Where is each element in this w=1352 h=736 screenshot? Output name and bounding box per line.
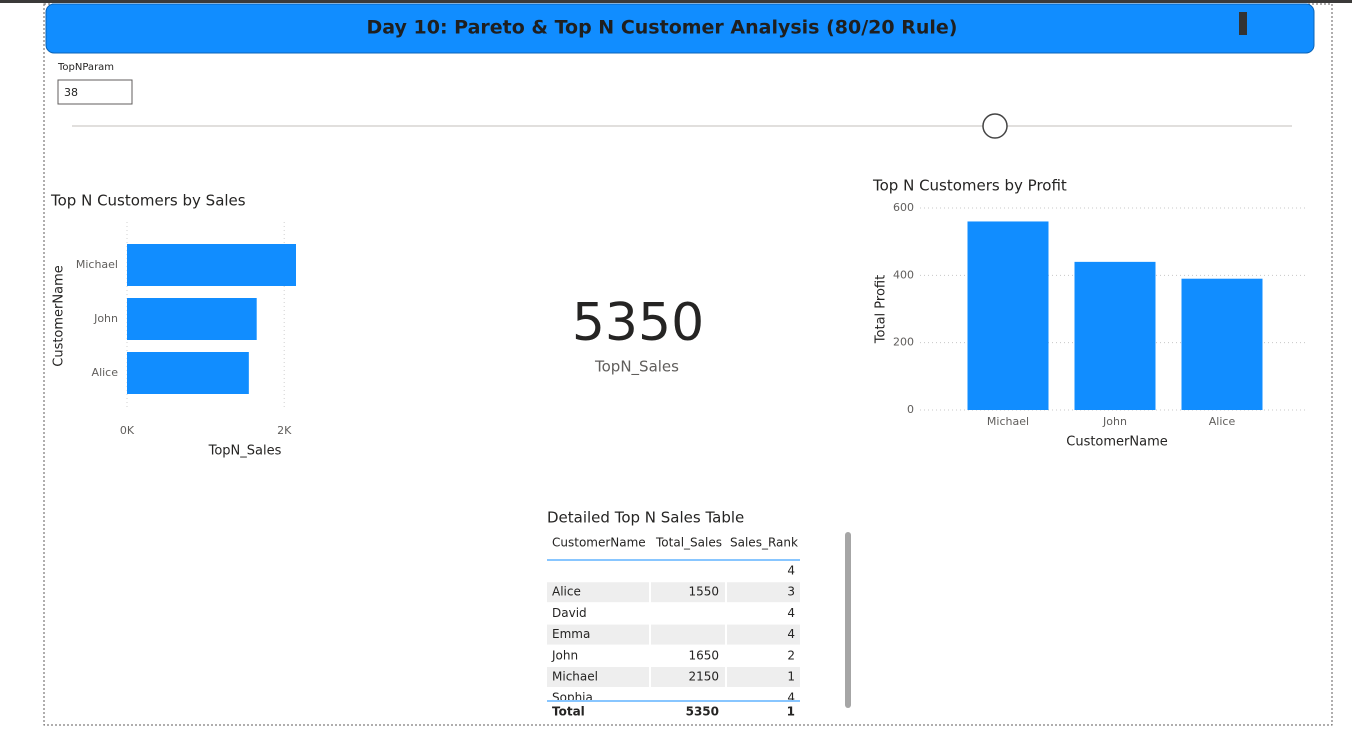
x-axis-label: CustomerName [1066,435,1168,450]
header-icon [1239,12,1247,35]
y-tick-label: 200 [893,336,914,349]
table-cell: 2 [787,648,795,662]
table-cell: 2150 [688,670,719,684]
table-cell: John [551,648,578,662]
bar [1074,261,1156,410]
table-cell: 4 [787,564,795,578]
table-cell: 4 [787,627,795,641]
card-value: 5350 [572,293,704,353]
y-tick-label: Alice [92,366,119,379]
x-axis-label: TopN_Sales [208,444,282,459]
row-stripe [651,624,725,645]
column-header: Sales_Rank [730,536,798,550]
column-header: Total_Sales [655,536,722,550]
row-stripe [651,582,725,603]
table-body: 4 Alice 1550 3 David 4 Emma 4 John 1650 2 Michael 21… [547,564,800,705]
table-cell: David [552,606,587,620]
header-title: Day 10: Pareto & Top N Customer Analysis… [367,17,958,39]
table-cell: 1550 [688,585,719,599]
x-tick-label: Alice [1209,415,1236,428]
column-header: CustomerName [552,536,646,550]
table-cell: 4 [787,606,795,620]
y-tick-label: Michael [76,258,118,271]
header-banner [45,3,1315,54]
row-stripe [727,582,800,603]
x-tick-label: 2K [277,424,292,437]
row-stripe [727,667,800,687]
y-tick-label: John [93,312,118,325]
slicer-value[interactable]: 38 [64,86,78,99]
table-total: Total [552,705,585,719]
slicer-input[interactable] [57,79,133,105]
card-label: TopN_Sales [594,358,679,377]
row-stripe [547,582,649,603]
row-stripe [547,624,649,645]
table-total: 5350 [686,705,719,719]
table-total: 1 [787,705,795,719]
bar [127,352,249,394]
top-strip [0,0,1352,3]
chart-title: Top N Customers by Profit [872,177,1067,195]
table-cell: Emma [552,627,590,641]
row-stripe [547,667,649,687]
table-cell: Sophia [552,691,593,705]
x-tick-label: Michael [987,415,1029,428]
bar [127,244,296,286]
x-tick-label: John [1102,415,1127,428]
row-stripe [651,667,725,687]
y-tick-label: 600 [893,201,914,214]
slider-thumb[interactable] [982,113,1008,139]
bar [967,221,1049,410]
row-stripe [727,624,800,645]
y-tick-label: 400 [893,268,914,281]
bar [127,298,257,340]
table-scrollbar[interactable] [845,532,851,708]
table-cell: 1650 [688,648,719,662]
table-cell: 1 [787,670,795,684]
y-axis-label: Total Profit [874,275,889,344]
table-cell: 3 [787,585,795,599]
chart-title: Top N Customers by Sales [50,192,246,210]
y-axis-label: CustomerName [52,265,67,367]
table-cell: 4 [787,691,795,705]
table-cell: Michael [552,670,598,684]
table-cell: Alice [552,585,581,599]
bar [1181,278,1263,410]
x-tick-label: 0K [120,424,135,437]
y-tick-label: 0 [907,403,914,416]
slicer-label: TopNParam [57,62,114,73]
table-title: Detailed Top N Sales Table [547,509,744,527]
